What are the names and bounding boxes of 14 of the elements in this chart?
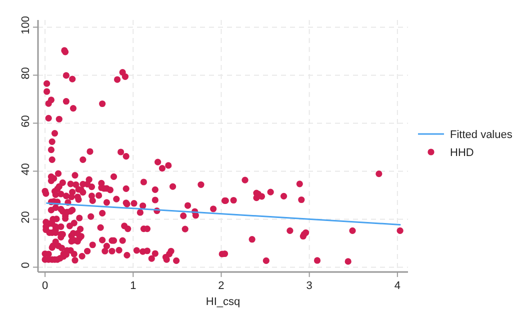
legend-label: Fitted values [450, 129, 513, 141]
x-tick-label: 0 [42, 280, 48, 292]
y-tick-label: 80 [20, 67, 32, 80]
y-tick-label: 20 [20, 211, 32, 224]
x-tick-label: 1 [130, 280, 136, 292]
x-tick-label: 2 [218, 280, 224, 292]
y-tick-label: 60 [20, 115, 32, 128]
x-tick-label: 3 [306, 280, 312, 292]
y-tick-label: 40 [20, 163, 32, 176]
y-tick-label: 0 [20, 262, 32, 268]
y-tick-label: 100 [20, 16, 32, 34]
x-tick-label: 4 [394, 280, 400, 292]
legend-label: HHD [450, 147, 474, 159]
x-axis-title: HI_csq [206, 296, 240, 308]
